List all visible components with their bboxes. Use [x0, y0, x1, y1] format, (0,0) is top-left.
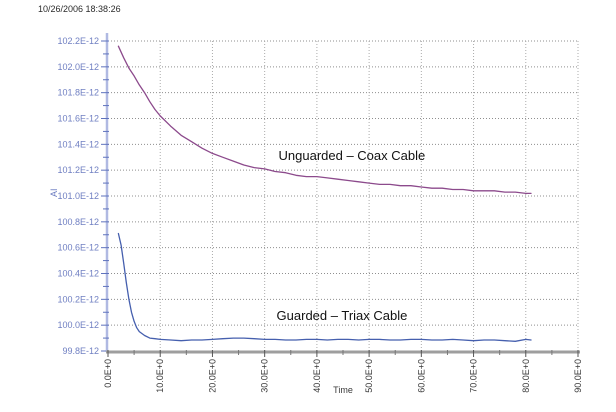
x-tick-label: 60.0E+0 [416, 359, 426, 393]
series-unguarded-coax [117, 45, 532, 195]
x-axis-title: Time [333, 385, 353, 395]
x-tick-label: 90.0E+0 [573, 359, 583, 393]
y-tick-label: 101.8E-12 [57, 88, 99, 98]
label-unguarded-coax: Unguarded – Coax Cable [279, 148, 426, 163]
x-tick-label: 0.0E+0 [103, 359, 113, 388]
x-tick-label: 70.0E+0 [469, 359, 479, 393]
y-tick-label: 102.0E-12 [57, 62, 99, 72]
x-tick-label: 20.0E+0 [207, 359, 217, 393]
y-tick-label: 99.8E-12 [62, 346, 99, 356]
y-tick-label: 100.0E-12 [57, 320, 99, 330]
x-tick-label: 10.0E+0 [155, 359, 165, 393]
timestamp: 10/26/2006 18:38:26 [38, 4, 121, 14]
y-tick-label: 100.8E-12 [57, 217, 99, 227]
y-tick-label: 100.4E-12 [57, 269, 99, 279]
y-tick-label: 102.2E-12 [57, 36, 99, 46]
y-tick-label: 101.2E-12 [57, 165, 99, 175]
y-tick-label: 101.6E-12 [57, 114, 99, 124]
label-guarded-triax: Guarded – Triax Cable [277, 308, 408, 323]
y-tick-label: 100.6E-12 [57, 243, 99, 253]
y-tick-label: 101.4E-12 [57, 139, 99, 149]
x-tick-label: 30.0E+0 [260, 359, 270, 393]
x-tick-label: 80.0E+0 [521, 359, 531, 393]
y-axis-title: AI [49, 188, 59, 197]
x-tick-label: 50.0E+0 [364, 359, 374, 393]
series-guarded-triax [117, 232, 532, 342]
x-tick-label: 40.0E+0 [312, 359, 322, 393]
y-tick-label: 101.0E-12 [57, 191, 99, 201]
y-tick-label: 100.2E-12 [57, 294, 99, 304]
